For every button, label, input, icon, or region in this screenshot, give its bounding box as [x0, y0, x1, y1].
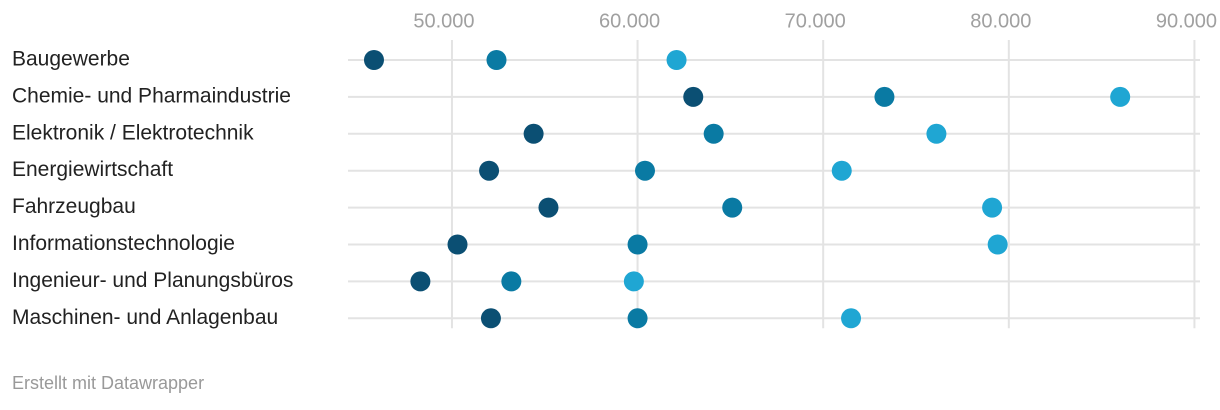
- category-label: Informationstechnologie: [12, 232, 235, 255]
- category-label: Chemie- und Pharmaindustrie: [12, 84, 291, 107]
- x-tick-label: 60.000: [599, 10, 660, 32]
- x-tick-label: 80.000: [970, 10, 1031, 32]
- category-label: Elektronik / Elektrotechnik: [12, 121, 254, 144]
- category-label: Ingenieur- und Planungsbüros: [12, 269, 293, 292]
- dot: [703, 123, 724, 144]
- dot: [480, 308, 501, 329]
- dot: [831, 160, 852, 181]
- dot: [363, 50, 384, 70]
- x-tick-label: 90.000: [1156, 10, 1217, 32]
- dot: [634, 160, 655, 181]
- x-tick-label: 70.000: [785, 10, 846, 32]
- dot: [982, 197, 1003, 218]
- dot: [623, 271, 644, 292]
- dot: [841, 308, 862, 329]
- dot: [410, 271, 431, 292]
- category-label: Energiewirtschaft: [12, 158, 173, 181]
- dot: [447, 234, 468, 255]
- dot: [479, 160, 500, 181]
- footer: Erstellt mit Datawrapper: [12, 373, 204, 393]
- dot: [627, 308, 648, 329]
- dot: [627, 234, 648, 255]
- dot: [722, 197, 743, 218]
- x-tick-label: 50.000: [413, 10, 474, 32]
- dot: [538, 197, 559, 218]
- category-label: Baugewerbe: [12, 48, 130, 71]
- dot: [1110, 86, 1131, 107]
- category-label: Maschinen- und Anlagenbau: [12, 306, 278, 329]
- dot: [501, 271, 522, 292]
- dot: [486, 50, 507, 70]
- dot: [683, 86, 704, 107]
- dot: [523, 123, 544, 144]
- dot: [926, 123, 947, 144]
- dot: [874, 86, 895, 107]
- category-label: Fahrzeugbau: [12, 195, 136, 218]
- dot: [987, 234, 1008, 255]
- dot: [666, 50, 687, 70]
